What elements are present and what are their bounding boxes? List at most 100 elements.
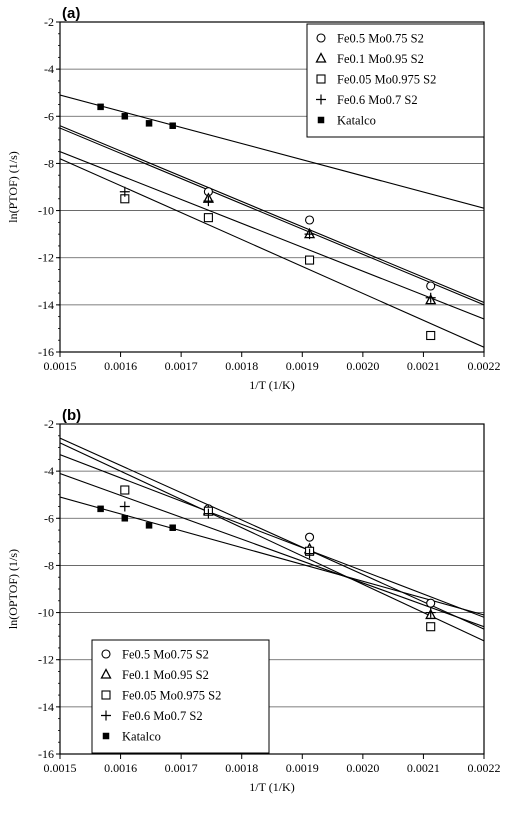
fit-line <box>60 158 484 348</box>
x-tick-label: 0.0018 <box>225 359 258 373</box>
legend-marker <box>317 116 325 124</box>
data-point <box>426 330 436 341</box>
x-tick-label: 0.0018 <box>225 761 258 775</box>
data-point <box>97 103 104 111</box>
y-tick-label: -6 <box>44 511 54 525</box>
x-tick-label: 0.0016 <box>104 761 137 775</box>
data-point <box>305 255 315 265</box>
y-tick-label: -6 <box>44 109 54 123</box>
legend-marker <box>316 94 326 105</box>
legend-marker <box>315 52 327 63</box>
chart-panel-b: -2 -4 -6 -8 -10 -12 -14 -160.0015 0.0016 0.0017 0.… <box>6 407 501 794</box>
legend-marker <box>102 732 110 740</box>
legend-entry: Fe0.1 Mo0.95 S2 <box>337 52 424 66</box>
data-point <box>121 113 129 120</box>
data-point <box>426 622 436 632</box>
data-point <box>203 508 214 519</box>
fit-line <box>60 454 484 618</box>
panel-label: (b) <box>62 407 81 424</box>
data-point <box>120 485 130 495</box>
y-axis-label: ln(PTOF) (1/s) <box>6 151 20 222</box>
legend-marker <box>101 690 111 700</box>
data-point <box>97 505 104 513</box>
y-tick-label: -2 <box>44 15 54 29</box>
fit-line <box>60 127 484 306</box>
data-point <box>425 607 436 618</box>
plot-frame <box>59 423 485 755</box>
legend-entry: Fe0.1 Mo0.95 S2 <box>122 668 209 682</box>
legend-marker <box>101 710 111 721</box>
legend-marker <box>100 668 112 679</box>
y-tick-label: -12 <box>38 653 54 667</box>
x-tick-label: 0.0016 <box>104 359 137 373</box>
y-tick-label: -8 <box>44 558 54 572</box>
x-tick-label: 0.0022 <box>468 761 501 775</box>
y-tick-label: -14 <box>38 700 54 714</box>
legend: Fe0.5 Mo0.75 S2 Fe0.1 Mo0.95 S2 Fe0.05 Mo0… <box>91 639 270 754</box>
legend-marker <box>316 33 326 43</box>
data-point <box>425 292 436 303</box>
legend-entry: Katalco <box>337 114 376 128</box>
y-tick-label: -12 <box>38 251 54 265</box>
x-tick-label: 0.0020 <box>346 359 379 373</box>
data-point <box>169 524 176 531</box>
fit-line <box>60 442 484 642</box>
data-point <box>203 196 214 207</box>
y-tick-label: -8 <box>44 156 54 170</box>
y-tick-label: -4 <box>44 62 54 76</box>
legend-entry: Fe0.5 Mo0.75 S2 <box>337 32 424 46</box>
x-tick-label: 0.0017 <box>165 761 198 775</box>
fit-line <box>60 125 484 304</box>
x-tick-label: 0.0021 <box>407 761 440 775</box>
data-point <box>119 186 130 197</box>
data-point <box>145 120 153 127</box>
legend-marker <box>316 74 326 84</box>
data-point <box>145 522 153 529</box>
legend-entry: Fe0.6 Mo0.7 S2 <box>122 709 203 723</box>
data-point <box>169 122 176 129</box>
x-tick-label: 0.0015 <box>44 761 77 775</box>
x-axis-label: 1/T (1/K) <box>249 780 294 794</box>
y-tick-label: -10 <box>38 606 54 620</box>
chart-panel-a: -2 -4 -6 -8 -10 -12 -14 -160.0015 0.0016 0.0017 0.… <box>6 5 501 392</box>
legend-entry: Fe0.5 Mo0.75 S2 <box>122 648 209 662</box>
data-point <box>426 281 436 291</box>
data-point <box>304 229 315 240</box>
data-point <box>304 548 315 559</box>
y-tick-label: -14 <box>38 298 54 312</box>
x-tick-label: 0.0022 <box>468 359 501 373</box>
fit-line <box>60 151 484 320</box>
y-tick-label: -16 <box>38 747 54 761</box>
legend-box <box>306 23 485 138</box>
y-tick-label: -16 <box>38 345 54 359</box>
x-tick-label: 0.0017 <box>165 359 198 373</box>
x-tick-label: 0.0020 <box>346 761 379 775</box>
y-tick-label: -10 <box>38 204 54 218</box>
fit-line <box>60 472 484 628</box>
legend-marker <box>101 649 111 659</box>
fit-line <box>60 437 484 630</box>
data-point <box>203 213 213 223</box>
data-point <box>119 501 130 512</box>
plot-frame <box>59 21 485 353</box>
legend-box <box>91 639 270 754</box>
data-point <box>305 215 315 225</box>
data-point <box>121 515 129 522</box>
data-point <box>426 598 436 608</box>
legend: Fe0.5 Mo0.75 S2 Fe0.1 Mo0.95 S2 Fe0.05 Mo0… <box>306 23 485 138</box>
x-axis-label: 1/T (1/K) <box>249 378 294 392</box>
legend-entry: Fe0.6 Mo0.7 S2 <box>337 93 418 107</box>
y-axis-label: ln(OPTOF) (1/s) <box>6 549 20 629</box>
y-tick-label: -2 <box>44 417 54 431</box>
fit-line <box>60 94 484 209</box>
legend-entry: Fe0.05 Mo0.975 S2 <box>337 73 436 87</box>
fit-line <box>60 496 484 616</box>
legend-entry: Katalco <box>122 730 161 744</box>
panel-label: (a) <box>62 5 80 22</box>
x-tick-label: 0.0019 <box>286 761 319 775</box>
y-tick-label: -4 <box>44 464 54 478</box>
data-point <box>305 532 315 542</box>
x-tick-label: 0.0019 <box>286 359 319 373</box>
